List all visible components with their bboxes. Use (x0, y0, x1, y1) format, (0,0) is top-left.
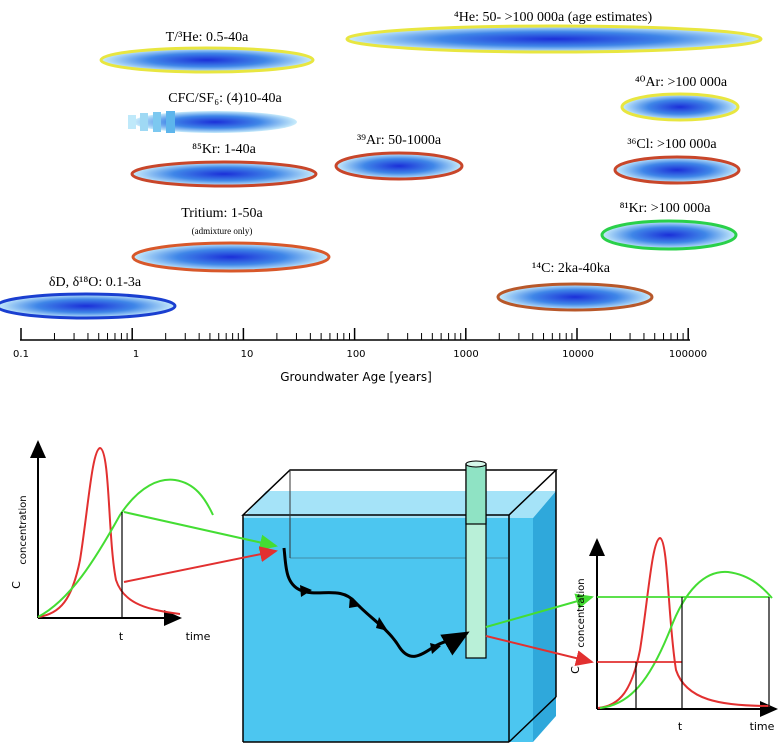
tracer-label: ⁴⁰Ar: >100 000a (635, 75, 728, 90)
well-top (465, 463, 487, 525)
box-edge (508, 696, 557, 743)
tracer-label: CFC/SF₆: (4)10-40a (168, 91, 282, 106)
cfc-dash (128, 115, 136, 129)
flow-arrowhead (376, 617, 388, 631)
green-curve (37, 478, 214, 618)
tracer-dD: δD, δ¹⁸O: 0.1-3a (0, 275, 177, 320)
tick-label: 10000 (562, 349, 594, 360)
x-label: time (186, 630, 211, 643)
y-symbol: C (10, 581, 23, 589)
y-label: concentration (576, 578, 587, 647)
y-label: concentration (18, 495, 29, 564)
tracer-c14: ¹⁴C: 2ka-40ka (496, 261, 654, 312)
cfc-dash (153, 112, 161, 132)
tracer-label: ⁸¹Kr: >100 000a (620, 201, 712, 216)
tracer-label: Tritium: 1-50a (181, 206, 263, 221)
tracer-label: ³⁹Ar: 50-1000a (357, 133, 442, 148)
flow-arrowhead (300, 585, 312, 597)
x-label: time (750, 720, 775, 733)
right-concentration-graph: concentration C t time (569, 536, 778, 733)
tick-label: 10 (241, 349, 254, 360)
flow-arrowhead (430, 643, 441, 654)
tracer-he4: ⁴He: 50- >100 000a (age estimates) (345, 10, 763, 54)
water-front (243, 518, 533, 742)
axis-ticks (20, 328, 689, 340)
tracer-kr85: ⁸⁵Kr: 1-40a (130, 142, 318, 188)
x-symbol: t (678, 720, 683, 733)
well-mouth (465, 460, 487, 468)
tick-label: 1 (133, 349, 139, 360)
red-curve (37, 446, 181, 618)
tracer-note: (admixture only) (192, 226, 253, 236)
tracer-ar40: ⁴⁰Ar: >100 000a (620, 75, 740, 122)
left-concentration-graph: concentration C t time (10, 440, 214, 643)
tracer-label: ⁸⁵Kr: 1-40a (192, 142, 257, 157)
y-symbol: C (569, 666, 582, 674)
tracer-ar39: ³⁹Ar: 50-1000a (334, 133, 464, 181)
red-curve (597, 536, 771, 709)
tracer-label: ⁴He: 50- >100 000a (age estimates) (454, 10, 653, 25)
green-output-arrow (485, 593, 594, 628)
tracer-label: ³⁶Cl: >100 000a (627, 137, 717, 152)
tracer-label: δD, δ¹⁸O: 0.1-3a (49, 275, 142, 290)
tracer-kr81: ⁸¹Kr: >100 000a (600, 201, 738, 251)
tick-label: 0.1 (13, 349, 29, 360)
green-curve (599, 570, 773, 709)
tracer-cl36: ³⁶Cl: >100 000a (613, 137, 741, 185)
tracer-tritium: Tritium: 1-50a (admixture only) (131, 206, 331, 273)
tick-label: 100 (346, 349, 365, 360)
tick-label: 100000 (669, 349, 707, 360)
flow-arrowhead (349, 596, 361, 608)
red-output-arrow (485, 635, 594, 666)
aquifer-box (241, 460, 558, 743)
tracer-label: T/³He: 0.5-40a (166, 30, 250, 45)
water-side (533, 491, 556, 742)
tick-label: 1000 (453, 349, 478, 360)
red-connector-arrow (123, 546, 278, 583)
cfc-dash (140, 113, 148, 131)
green-connector-arrow (123, 511, 278, 551)
tracer-cfc: CFC/SF₆: (4)10-40a (128, 91, 297, 133)
age-axis: 0.1 1 10 100 1000 10000 100000 Groundwat… (13, 328, 707, 384)
cfc-dash (166, 111, 175, 133)
x-symbol: t (119, 630, 124, 643)
tracer-t3he: T/³He: 0.5-40a (99, 30, 315, 74)
tracer-label: ¹⁴C: 2ka-40ka (532, 261, 611, 276)
axis-title: Groundwater Age [years] (280, 370, 432, 384)
